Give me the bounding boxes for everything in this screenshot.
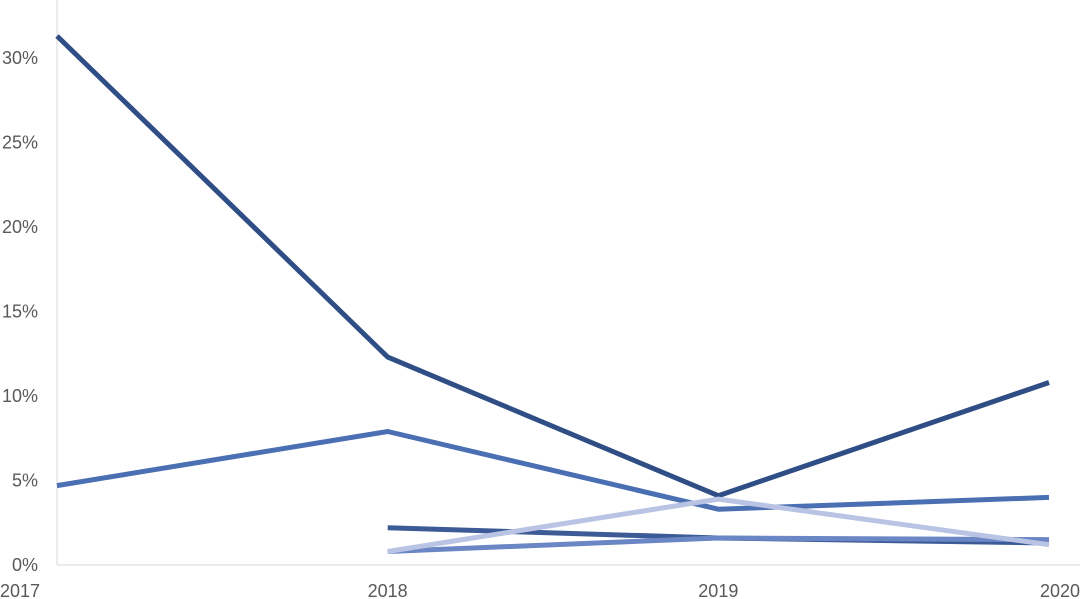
y-tick-label: 30%: [2, 48, 38, 68]
series-line-5: [387, 496, 1050, 554]
y-tick-label: 15%: [2, 302, 38, 322]
y-tick-label: 25%: [2, 133, 38, 153]
y-tick-label: 10%: [2, 386, 38, 406]
x-tick-label: 2019: [698, 581, 738, 599]
y-tick-label: 20%: [2, 217, 38, 237]
series-line-4: [387, 535, 1050, 554]
x-tick-label: 2018: [368, 581, 408, 599]
y-tick-label: 0%: [12, 555, 38, 575]
x-tick-label: 2020: [1040, 581, 1080, 599]
series-line-1: [55, 34, 1050, 499]
x-axis: 2017 2018 2019 2020: [0, 564, 1080, 599]
y-tick-label: 5%: [12, 471, 38, 491]
series-line-2: [56, 429, 1050, 512]
x-tick-label: 2017: [0, 581, 40, 599]
y-axis: 0% 5% 10% 15% 20% 25% 30%: [2, 0, 58, 575]
series-layer: [55, 34, 1050, 554]
